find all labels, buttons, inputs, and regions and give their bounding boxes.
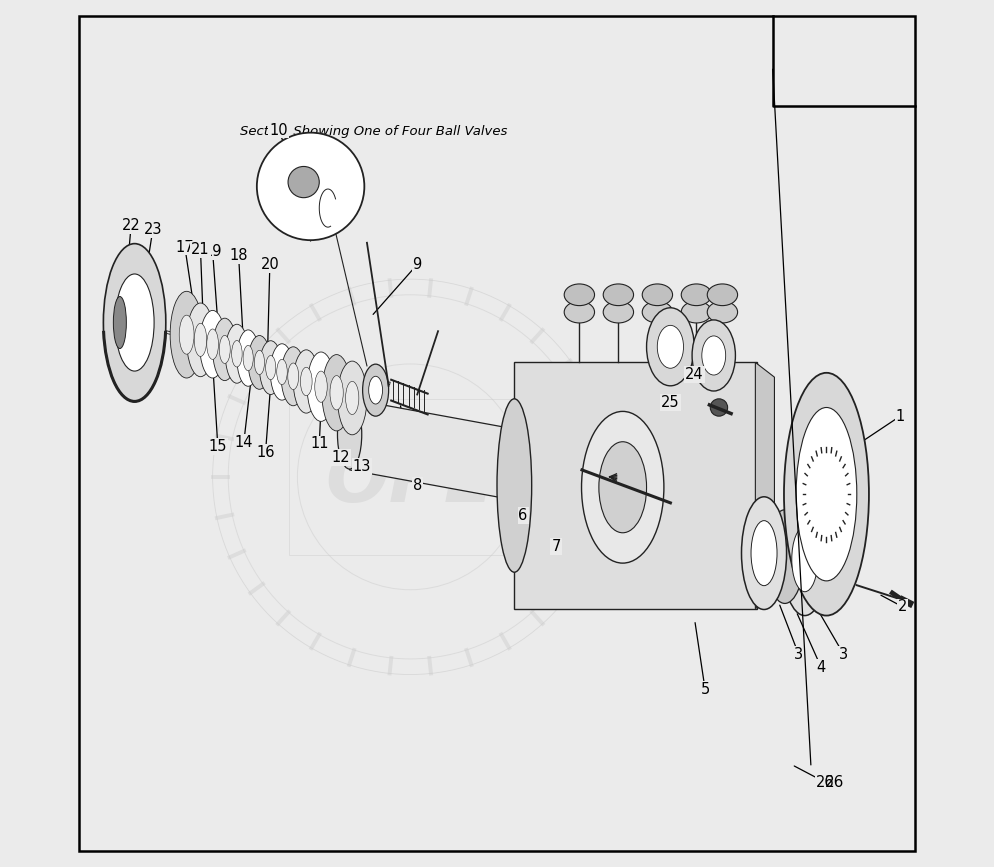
Text: 22: 22 xyxy=(121,218,140,233)
Ellipse shape xyxy=(322,355,351,431)
Ellipse shape xyxy=(692,320,736,391)
Circle shape xyxy=(288,166,319,198)
Ellipse shape xyxy=(581,412,664,564)
Polygon shape xyxy=(514,362,757,609)
Text: 4: 4 xyxy=(817,660,826,675)
Ellipse shape xyxy=(307,352,335,421)
Text: 26: 26 xyxy=(815,774,834,790)
Ellipse shape xyxy=(565,284,594,306)
Ellipse shape xyxy=(657,325,684,368)
Text: 21: 21 xyxy=(191,242,210,257)
Ellipse shape xyxy=(103,244,166,401)
Text: 18: 18 xyxy=(230,248,248,264)
Ellipse shape xyxy=(681,302,712,323)
Ellipse shape xyxy=(603,302,633,323)
Ellipse shape xyxy=(346,381,359,414)
Ellipse shape xyxy=(338,361,367,435)
Ellipse shape xyxy=(646,308,694,386)
Text: 1: 1 xyxy=(896,408,905,424)
Ellipse shape xyxy=(603,284,633,306)
Ellipse shape xyxy=(751,520,777,586)
Polygon shape xyxy=(755,362,774,609)
Ellipse shape xyxy=(270,343,293,401)
Text: 26: 26 xyxy=(825,774,844,790)
Ellipse shape xyxy=(742,497,786,610)
Text: 6: 6 xyxy=(519,508,528,524)
Ellipse shape xyxy=(220,336,231,363)
Ellipse shape xyxy=(200,310,226,378)
Text: 2: 2 xyxy=(898,599,908,615)
Text: 3: 3 xyxy=(794,647,803,662)
Ellipse shape xyxy=(259,341,282,394)
Text: 8: 8 xyxy=(413,478,421,493)
Circle shape xyxy=(256,133,365,240)
Ellipse shape xyxy=(315,371,327,402)
Ellipse shape xyxy=(213,318,237,381)
Text: 17: 17 xyxy=(176,239,194,255)
Ellipse shape xyxy=(207,329,219,360)
Text: 20: 20 xyxy=(260,257,279,272)
Text: 5: 5 xyxy=(701,681,710,697)
Text: 11: 11 xyxy=(310,436,328,452)
Ellipse shape xyxy=(232,341,243,367)
Ellipse shape xyxy=(784,373,869,616)
Ellipse shape xyxy=(244,345,253,371)
Ellipse shape xyxy=(293,349,319,413)
Text: 9: 9 xyxy=(413,257,421,272)
Ellipse shape xyxy=(642,302,673,323)
Ellipse shape xyxy=(170,291,203,378)
Text: 25: 25 xyxy=(661,394,680,410)
Text: OPE: OPE xyxy=(325,445,495,518)
Ellipse shape xyxy=(497,399,532,572)
Ellipse shape xyxy=(281,347,305,406)
Text: 23: 23 xyxy=(143,222,162,238)
Ellipse shape xyxy=(254,350,264,375)
Ellipse shape xyxy=(300,368,312,395)
Text: 19: 19 xyxy=(204,244,222,259)
Ellipse shape xyxy=(248,336,270,389)
Ellipse shape xyxy=(711,399,728,416)
Ellipse shape xyxy=(792,527,818,591)
Ellipse shape xyxy=(226,324,248,383)
Ellipse shape xyxy=(681,284,712,306)
Ellipse shape xyxy=(276,359,287,385)
Ellipse shape xyxy=(179,315,194,355)
Ellipse shape xyxy=(708,302,738,323)
Ellipse shape xyxy=(288,363,299,389)
Ellipse shape xyxy=(642,284,673,306)
Ellipse shape xyxy=(702,336,726,375)
Ellipse shape xyxy=(187,303,215,376)
Ellipse shape xyxy=(237,330,259,387)
Text: 7: 7 xyxy=(552,538,561,554)
Ellipse shape xyxy=(115,274,154,371)
Polygon shape xyxy=(350,399,634,522)
Text: 3: 3 xyxy=(839,647,848,662)
Text: 12: 12 xyxy=(332,450,350,466)
Ellipse shape xyxy=(330,375,343,410)
Ellipse shape xyxy=(598,442,646,532)
Ellipse shape xyxy=(369,376,383,404)
Ellipse shape xyxy=(194,323,207,356)
Text: 15: 15 xyxy=(209,439,227,454)
Text: 14: 14 xyxy=(235,434,253,450)
Ellipse shape xyxy=(765,510,804,603)
Ellipse shape xyxy=(782,503,827,616)
Text: Section Showing One of Four Ball Valves: Section Showing One of Four Ball Valves xyxy=(241,126,508,138)
Text: 16: 16 xyxy=(256,445,274,460)
Ellipse shape xyxy=(338,400,362,469)
Ellipse shape xyxy=(708,284,738,306)
Ellipse shape xyxy=(565,302,594,323)
Text: 24: 24 xyxy=(686,367,704,382)
Text: 10: 10 xyxy=(269,122,288,138)
Ellipse shape xyxy=(265,355,275,380)
Ellipse shape xyxy=(796,407,857,581)
Ellipse shape xyxy=(363,364,389,416)
Ellipse shape xyxy=(113,297,126,349)
Text: 13: 13 xyxy=(353,459,371,474)
